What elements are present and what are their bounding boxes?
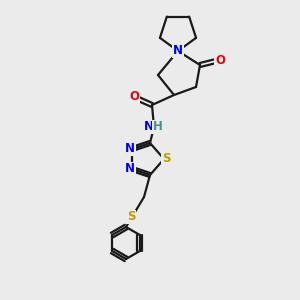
Text: N: N (125, 142, 135, 155)
Text: S: S (127, 211, 135, 224)
Text: O: O (215, 53, 225, 67)
Text: S: S (162, 152, 170, 166)
Text: H: H (153, 121, 163, 134)
Text: N: N (173, 44, 183, 58)
Text: O: O (129, 91, 139, 103)
Text: N: N (144, 121, 154, 134)
Text: N: N (125, 163, 135, 176)
